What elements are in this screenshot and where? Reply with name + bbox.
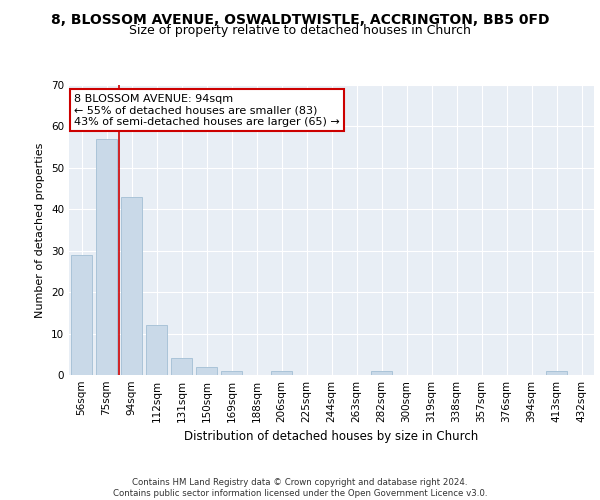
Bar bbox=[196, 366, 217, 375]
X-axis label: Distribution of detached houses by size in Church: Distribution of detached houses by size … bbox=[184, 430, 479, 444]
Y-axis label: Number of detached properties: Number of detached properties bbox=[35, 142, 46, 318]
Text: Size of property relative to detached houses in Church: Size of property relative to detached ho… bbox=[129, 24, 471, 37]
Text: 8, BLOSSOM AVENUE, OSWALDTWISTLE, ACCRINGTON, BB5 0FD: 8, BLOSSOM AVENUE, OSWALDTWISTLE, ACCRIN… bbox=[51, 12, 549, 26]
Bar bbox=[171, 358, 192, 375]
Bar bbox=[546, 371, 567, 375]
Bar bbox=[121, 197, 142, 375]
Bar bbox=[96, 139, 117, 375]
Bar bbox=[371, 371, 392, 375]
Bar bbox=[271, 371, 292, 375]
Bar bbox=[221, 371, 242, 375]
Text: Contains HM Land Registry data © Crown copyright and database right 2024.
Contai: Contains HM Land Registry data © Crown c… bbox=[113, 478, 487, 498]
Text: 8 BLOSSOM AVENUE: 94sqm
← 55% of detached houses are smaller (83)
43% of semi-de: 8 BLOSSOM AVENUE: 94sqm ← 55% of detache… bbox=[74, 94, 340, 127]
Bar bbox=[71, 255, 92, 375]
Bar bbox=[146, 326, 167, 375]
